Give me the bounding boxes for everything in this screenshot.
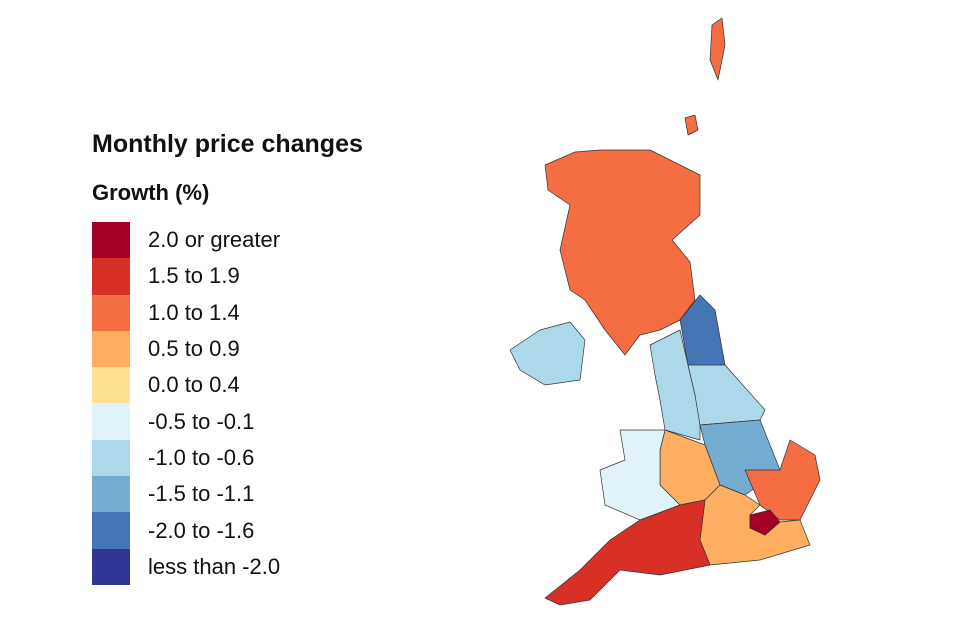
legend-label: 0.5 to 0.9 [148, 336, 240, 362]
legend-swatch [92, 512, 130, 549]
legend-item: less than -2.0 [92, 548, 281, 585]
legend-label: 1.5 to 1.9 [148, 263, 240, 289]
legend-item: -2.0 to -1.6 [92, 512, 280, 549]
region-northern-ireland [509, 321, 586, 386]
legend-swatch [92, 258, 130, 295]
legend-swatch [92, 294, 130, 331]
legend-label: 2.0 or greater [148, 227, 281, 253]
legend-swatch [92, 476, 130, 513]
region-south-west [544, 499, 711, 606]
legend: 2.0 or greater 1.5 to 1.9 1.0 to 1.4 0.5 to… [92, 222, 280, 585]
legend-swatch [92, 403, 130, 440]
region-scotland [544, 149, 701, 356]
legend-title: Growth (%) [92, 180, 210, 205]
legend-label: 1.0 to 1.4 [148, 299, 240, 325]
region-east-of-england [744, 439, 821, 521]
region-yorkshire-and-the-humber [687, 364, 766, 426]
legend-item: -1.0 to -0.6 [92, 439, 280, 477]
legend-item: 1.5 to 1.9 [92, 258, 280, 295]
legend-item: 0.0 to 0.4 [92, 367, 280, 404]
map-title: Monthly price changes [92, 130, 363, 158]
region-scotland [684, 114, 699, 136]
legend-item: -0.5 to -0.1 [92, 403, 280, 440]
legend-item: 0.5 to 0.9 [92, 330, 280, 368]
legend-swatch [92, 367, 130, 404]
region-scotland [709, 17, 726, 81]
legend-label: -1.5 to -1.1 [148, 481, 255, 507]
legend-swatch [92, 548, 130, 585]
legend-swatch [92, 330, 130, 368]
legend-label: -2.0 to -1.6 [148, 517, 255, 543]
legend-label: less than -2.0 [148, 553, 281, 579]
region-london [749, 509, 781, 536]
legend-swatch [92, 439, 130, 477]
region-north-west [649, 329, 701, 441]
legend-item: -1.5 to -1.1 [92, 476, 280, 513]
legend-swatch [92, 222, 130, 259]
legend-label: -1.0 to -0.6 [148, 444, 255, 470]
legend-item: 2.0 or greater [92, 222, 281, 259]
legend-item: 1.0 to 1.4 [92, 294, 280, 331]
legend-label: 0.0 to 0.4 [148, 372, 240, 398]
legend-label: -0.5 to -0.1 [148, 408, 255, 434]
